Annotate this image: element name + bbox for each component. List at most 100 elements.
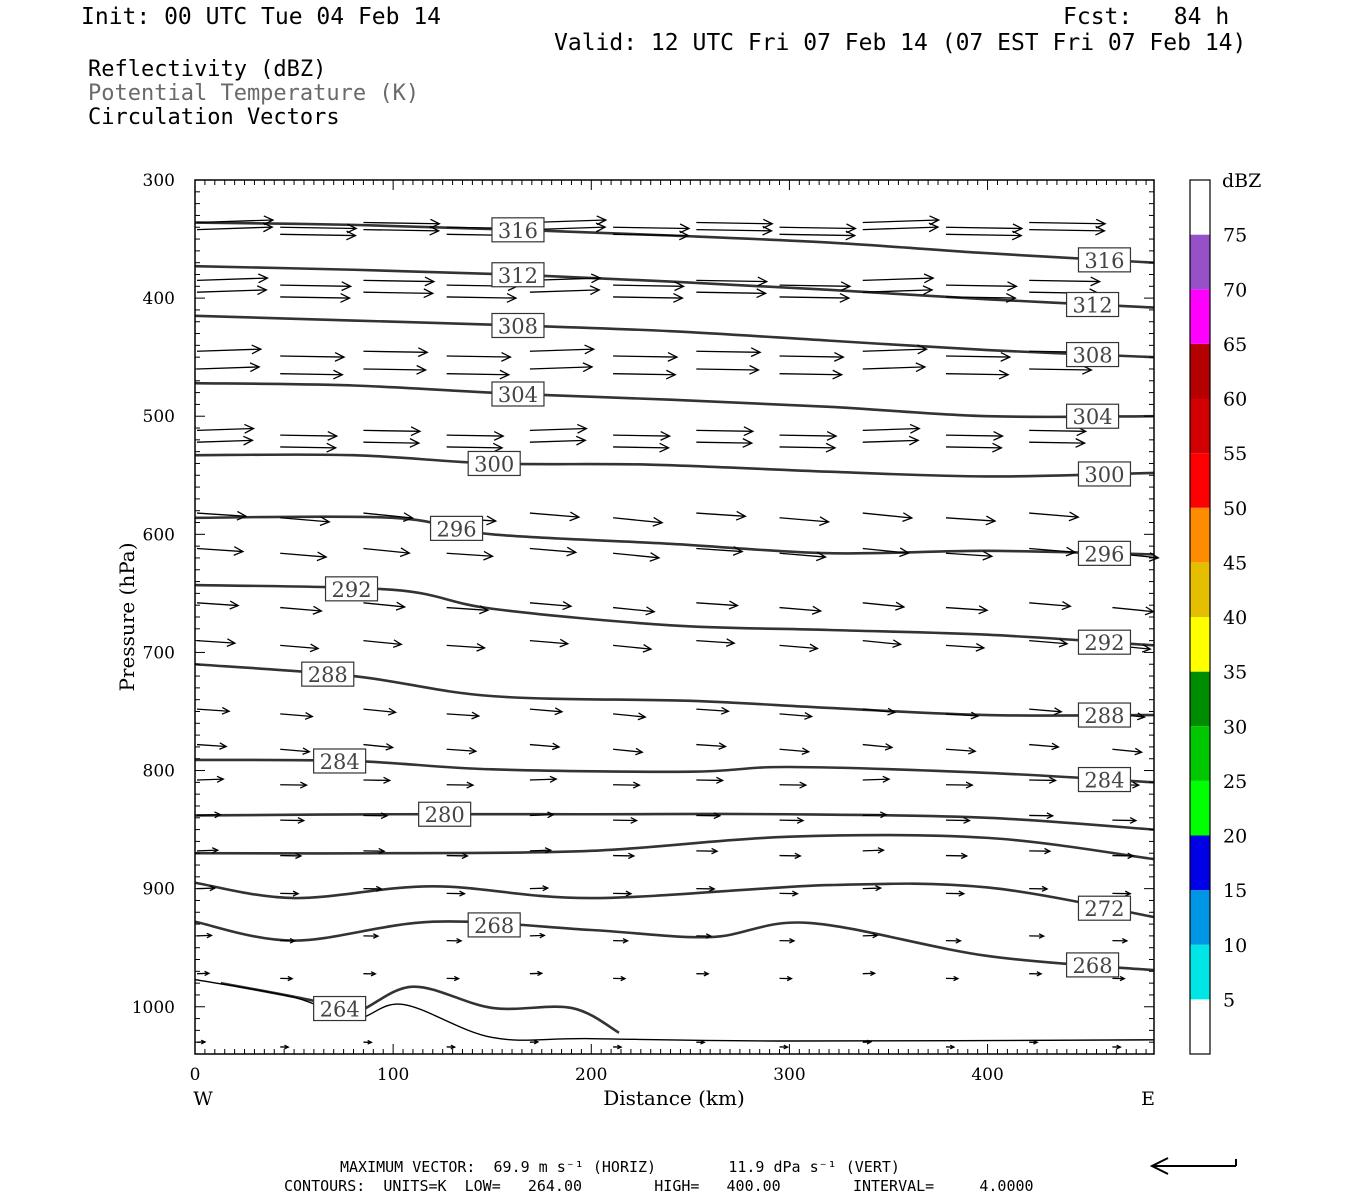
wind-vector <box>945 442 1003 453</box>
wind-vector <box>862 362 927 373</box>
wind-vector <box>363 1039 373 1045</box>
colorbar-segment <box>1190 398 1210 454</box>
wind-vector <box>363 812 389 820</box>
isentrope-312 <box>194 264 1155 309</box>
wind-vector <box>529 775 558 783</box>
contour-label-284: 284 <box>320 750 360 774</box>
wind-vector <box>613 281 686 292</box>
wind-vector <box>446 781 475 789</box>
isentrope-292 <box>194 583 1155 647</box>
wind-vector <box>779 711 814 720</box>
wind-vector <box>862 273 935 284</box>
isentrope-296 <box>194 515 1155 556</box>
colorbar-segment <box>1190 780 1210 836</box>
wind-vector <box>1112 747 1144 756</box>
wind-vector <box>446 351 512 362</box>
contour-label-box <box>491 217 545 243</box>
isentrope-layer <box>194 221 1155 1042</box>
field-potential-temperature: Potential Temperature (K) <box>88 81 420 106</box>
wind-vector <box>1112 852 1135 860</box>
wind-vector <box>613 890 633 897</box>
contour-label-box <box>491 262 545 288</box>
wind-vector <box>862 222 940 233</box>
y-tick-label-500: 500 <box>143 407 175 427</box>
wind-vector <box>945 293 1017 303</box>
wind-vector <box>280 781 309 789</box>
isentrope-268 <box>194 920 1155 972</box>
wind-vector <box>945 550 994 561</box>
wind-vector <box>446 605 490 615</box>
isentrope-300 <box>194 453 1155 478</box>
wind-vector <box>363 426 422 437</box>
colorbar-frame <box>1189 179 1211 1055</box>
wind-vector <box>529 423 588 434</box>
wind-vector <box>779 351 845 362</box>
contour-label-268: 268 <box>474 914 514 938</box>
x-tick-label-200: 200 <box>575 1065 607 1085</box>
wind-vector <box>446 442 504 453</box>
wind-vector <box>945 937 962 944</box>
wind-vector <box>945 223 1024 234</box>
forecast-hour: Fcst: 84 h <box>1063 4 1230 30</box>
wind-vector <box>529 1039 540 1045</box>
contour-label-box <box>1077 540 1132 566</box>
wind-vector <box>280 975 294 982</box>
wind-vector <box>529 344 596 355</box>
wind-vector <box>1029 847 1052 855</box>
wind-vector <box>862 285 934 296</box>
colorbar-segment <box>1190 507 1210 563</box>
wind-vector <box>613 781 641 789</box>
contour-label-box <box>324 576 379 602</box>
wind-vector <box>613 223 691 234</box>
wind-vector <box>862 932 879 939</box>
wind-vector <box>862 547 911 558</box>
wind-vector <box>196 600 240 610</box>
contour-label-box <box>491 381 545 407</box>
wind-vector <box>1112 975 1126 982</box>
max-vector-arrow <box>1149 1157 1237 1175</box>
wind-vector <box>363 225 441 236</box>
y-tick-label-800: 800 <box>143 762 175 782</box>
valid-time: Valid: 12 UTC Fri 07 Feb 14 (07 EST Fri … <box>554 30 1247 56</box>
colorbar-segment <box>1190 289 1210 344</box>
wind-vector <box>446 747 478 755</box>
wind-vector <box>1029 511 1080 522</box>
x-axis-label: Distance (km) <box>603 1086 745 1110</box>
wind-vector <box>1112 890 1132 897</box>
wind-vector <box>280 711 314 720</box>
contours-note: CONTOURS: UNITS=K LOW= 264.00 HIGH= 400.… <box>284 1177 1034 1195</box>
wind-vector <box>529 932 546 939</box>
wind-vector <box>446 643 487 652</box>
wind-vector <box>529 601 573 611</box>
wind-vector <box>1029 276 1102 287</box>
wind-vector <box>446 937 463 944</box>
contour-label-box <box>429 515 484 541</box>
wind-vector <box>529 707 564 716</box>
wind-vector <box>696 364 760 375</box>
wind-vector <box>529 970 544 977</box>
wind-vector <box>779 975 793 982</box>
wind-vector <box>779 369 844 380</box>
wind-vector <box>862 512 914 523</box>
contour-label-box <box>1065 341 1120 368</box>
wind-vector <box>529 285 601 296</box>
plot-frame <box>194 179 1155 1055</box>
wind-vector <box>696 885 716 892</box>
y-tick-label-600: 600 <box>143 525 175 545</box>
wind-vector <box>1112 937 1129 944</box>
wind-vector <box>196 222 274 233</box>
wind-vector <box>196 344 263 355</box>
contour-label-264: 264 <box>320 998 360 1022</box>
wind-vector <box>945 781 974 789</box>
contour-label-272: 272 <box>1084 897 1124 921</box>
colorbar-segment <box>1190 617 1210 672</box>
wind-vector <box>529 511 581 522</box>
colorbar-segment <box>1190 726 1210 781</box>
colorbar-segment <box>1190 890 1210 945</box>
wind-vector <box>862 811 888 819</box>
colorbar-label-5: 5 <box>1223 989 1235 1011</box>
contour-label-box <box>1065 291 1120 318</box>
wind-vector <box>363 347 429 358</box>
wind-vector <box>363 438 421 448</box>
wind-vector <box>696 600 739 610</box>
